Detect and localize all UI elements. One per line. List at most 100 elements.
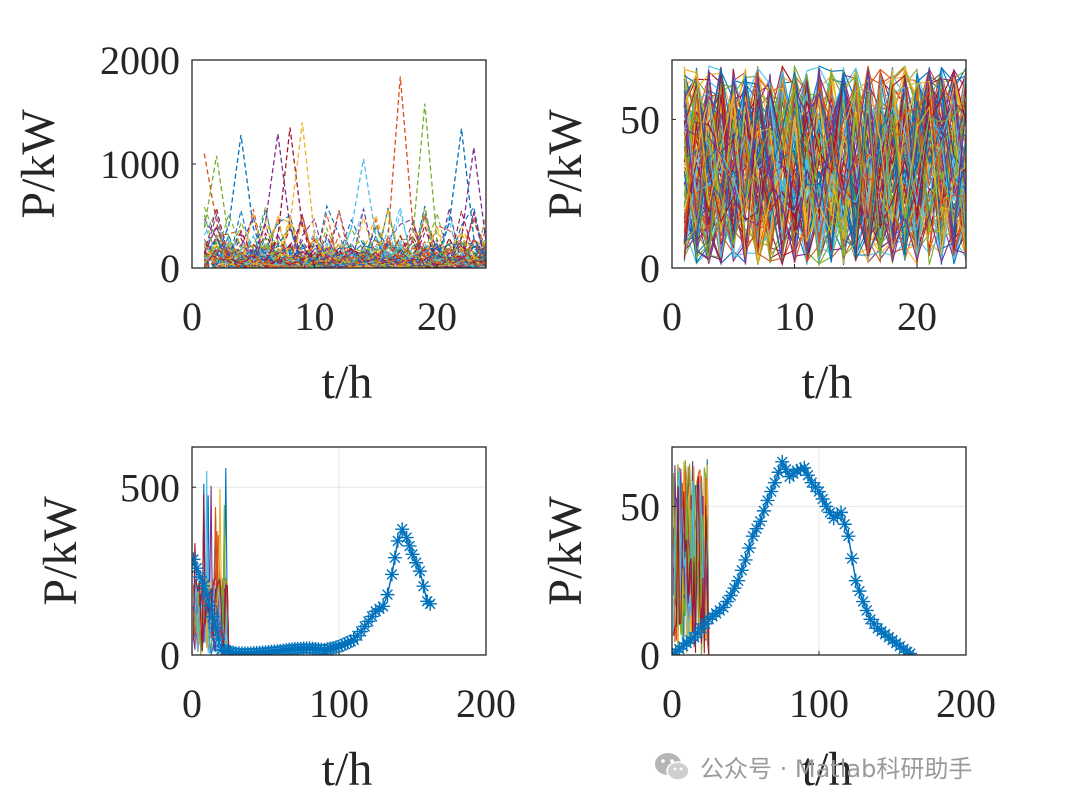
x-tick-label: 10 — [295, 294, 335, 339]
series-line — [204, 226, 486, 268]
y-tick-label: 0 — [160, 633, 180, 678]
peak-series-line — [399, 103, 450, 267]
peak-series-line — [203, 153, 230, 264]
marker-star — [767, 475, 782, 490]
plot-area — [192, 467, 438, 655]
marker-star — [337, 636, 352, 651]
marker-star — [800, 468, 815, 483]
marker-star — [416, 579, 431, 594]
marker-star — [823, 505, 838, 520]
x-tick-label: 0 — [182, 294, 202, 339]
marker-star — [357, 619, 372, 634]
marker-star — [749, 521, 764, 536]
marker-star — [376, 599, 391, 614]
marker-star — [727, 581, 742, 596]
marker-star — [193, 570, 208, 584]
x-tick-label: 0 — [662, 681, 682, 726]
marker-star — [196, 578, 211, 593]
series-line — [684, 67, 966, 262]
series-line — [683, 88, 966, 258]
marker-star — [734, 563, 749, 578]
x-tick-label: 10 — [775, 294, 815, 339]
series-line — [204, 234, 486, 268]
marker-star — [789, 463, 804, 478]
series-line — [672, 469, 710, 655]
series-line — [203, 210, 486, 268]
watermark-text: 公众号 · Matlab科研助手 — [700, 754, 973, 783]
marker-star — [399, 530, 414, 545]
x-axis-label: t/h — [322, 743, 373, 796]
marker-star — [405, 547, 420, 562]
marker-star — [211, 631, 226, 646]
series-line — [684, 68, 966, 256]
marker-star — [848, 573, 863, 588]
marker-star — [205, 609, 220, 624]
panel-3: 0 100 200 0 500 t/h P/kW — [34, 446, 516, 796]
series-line — [203, 228, 486, 268]
series-line — [204, 211, 486, 268]
marker-star — [834, 505, 849, 520]
y-tick-label: 50 — [620, 484, 660, 529]
watermark: 公众号 · Matlab科研助手 — [652, 746, 972, 786]
series-line — [683, 72, 966, 256]
marker-star — [845, 551, 860, 566]
marker-star — [390, 533, 405, 548]
axes-frame — [191, 59, 487, 269]
marker-star — [771, 465, 786, 480]
peak-series-line — [252, 133, 303, 259]
marker-star — [778, 462, 793, 477]
marker-star — [423, 596, 438, 611]
marker-star — [380, 587, 395, 602]
marker-star — [208, 620, 223, 635]
peak-series-line — [203, 155, 242, 260]
marker-star — [395, 522, 410, 537]
y-tick-label: 0 — [160, 246, 180, 291]
series-line — [203, 206, 486, 268]
marker-star — [812, 484, 826, 499]
series-line — [203, 238, 486, 268]
series-line — [203, 238, 486, 268]
series-line — [683, 73, 966, 259]
marker-star — [334, 638, 349, 653]
series-line — [203, 217, 486, 268]
y-axis-label: P/kW — [34, 496, 87, 606]
marker-star — [731, 573, 746, 588]
y-axis-label: P/kW — [539, 496, 592, 606]
x-tick-label: 200 — [456, 681, 516, 726]
marker-star — [745, 529, 760, 544]
series-line — [683, 86, 966, 259]
y-tick-label: 500 — [120, 465, 180, 510]
marker-star — [756, 503, 771, 518]
marker-star — [903, 646, 918, 655]
marker-star — [332, 639, 346, 654]
series-line — [683, 72, 966, 261]
y-axis-label: P/kW — [539, 109, 592, 219]
marker-star — [387, 550, 402, 565]
x-axis-label: t/h — [322, 356, 373, 409]
marker-star — [354, 624, 369, 639]
x-tick-label: 0 — [182, 681, 202, 726]
peak-series-line — [448, 147, 486, 264]
series-line — [683, 70, 966, 263]
marker-star — [764, 484, 779, 499]
series-line — [203, 228, 486, 268]
x-tick-label: 200 — [936, 681, 996, 726]
marker-star — [202, 598, 217, 613]
plot-area — [683, 64, 966, 267]
marker-star — [372, 601, 387, 616]
marker-star — [409, 555, 424, 570]
marker-star — [723, 588, 738, 603]
series-line — [204, 247, 486, 268]
marker-star — [900, 645, 915, 655]
marker-star — [412, 564, 427, 579]
y-tick-label: 1000 — [100, 142, 180, 187]
marker-star — [199, 587, 214, 602]
series-line — [204, 206, 486, 268]
series-line — [683, 73, 966, 240]
peak-series-line — [264, 127, 316, 267]
marker-star — [841, 529, 856, 544]
marker-star — [837, 517, 852, 532]
marker-star — [797, 460, 812, 475]
series-line — [204, 234, 486, 268]
